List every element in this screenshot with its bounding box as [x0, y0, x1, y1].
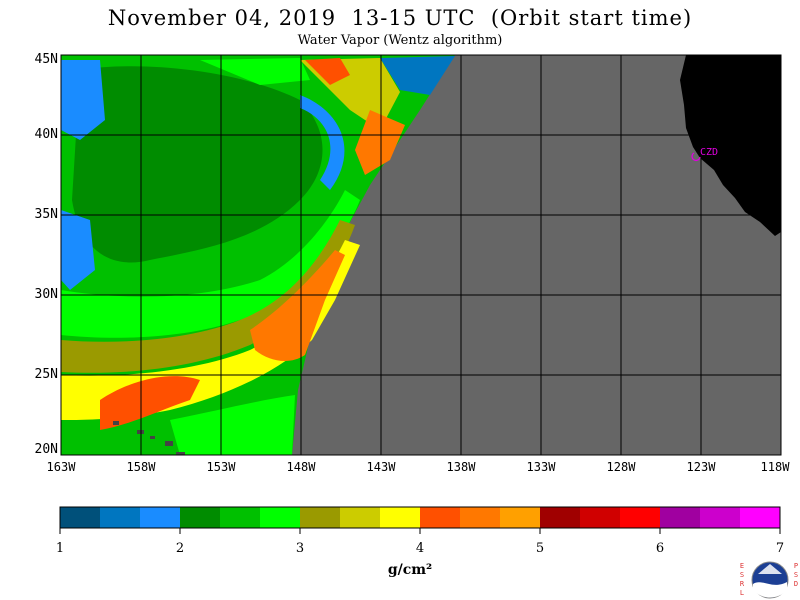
colorbar-tick-label: 2	[175, 541, 185, 556]
lon-label: 163W	[46, 460, 76, 474]
colorbar-cell	[540, 507, 581, 528]
map-subtitle: Water Vapor (Wentz algorithm)	[297, 33, 503, 48]
swath-orange	[250, 250, 345, 362]
lon-label: 118W	[760, 460, 790, 474]
station-marker	[691, 152, 701, 162]
colorbar-cell	[660, 507, 701, 528]
swath-blue-ne	[380, 56, 455, 95]
map-field	[61, 55, 781, 455]
colorbar-tick-label: 3	[295, 541, 305, 556]
lon-label: 128W	[606, 460, 636, 474]
colorbar	[60, 507, 781, 528]
swath-blue-arc	[300, 95, 345, 190]
swath-blue-w	[61, 210, 95, 290]
colorbar-cell	[260, 507, 301, 528]
lat-label: 30N	[34, 287, 58, 302]
map-title: November 04, 2019 13-15 UTC (Orbit start…	[107, 6, 693, 30]
noaa-emblem-icon	[751, 561, 789, 599]
colorbar-cell	[740, 507, 781, 528]
lon-label: 143W	[366, 460, 396, 474]
colorbar-tick-label: 1	[55, 541, 65, 556]
colorbar-cell	[300, 507, 341, 528]
colorbar-cell	[60, 507, 101, 528]
colorbar-cell	[220, 507, 261, 528]
colorbar-tick-label: 7	[775, 541, 785, 556]
colorbar-cell	[460, 507, 501, 528]
lat-label: 35N	[34, 207, 58, 222]
colorbar-cell	[100, 507, 141, 528]
swath-brightgreen	[61, 190, 360, 338]
lat-label: 45N	[34, 52, 58, 67]
colorbar-tick-marks	[59, 528, 781, 534]
colorbar-tick-label: 5	[535, 541, 545, 556]
map-frame	[60, 54, 782, 456]
lon-label: 148W	[286, 460, 316, 474]
colorbar-tick-label: 4	[415, 541, 425, 556]
colorbar-cell	[500, 507, 541, 528]
colorbar-cell	[140, 507, 181, 528]
colorbar-cell	[420, 507, 461, 528]
swath-orange-n	[305, 58, 350, 85]
swath-brightgreen-n	[200, 58, 310, 85]
lat-label: 20N	[34, 442, 58, 457]
swath-orange-sw	[100, 376, 200, 430]
lat-lon-grid	[61, 55, 781, 455]
lon-label: 133W	[526, 460, 556, 474]
swath-green-s	[170, 395, 295, 455]
colorbar-cell	[580, 507, 621, 528]
lat-label: 40N	[34, 127, 58, 142]
colorbar-tick-label: 6	[655, 541, 665, 556]
lon-label: 138W	[446, 460, 476, 474]
colorbar-cell	[620, 507, 661, 528]
colorbar-cell	[180, 507, 221, 528]
colorbar-unit: g/cm²	[387, 562, 433, 578]
station-label: CZD	[700, 147, 719, 158]
colorbar-cell	[380, 507, 421, 528]
lon-label: 158W	[126, 460, 156, 474]
swath-darkgreen	[72, 66, 323, 263]
lon-label: 153W	[206, 460, 236, 474]
lon-label: 123W	[686, 460, 716, 474]
swath-orange-ne	[355, 110, 405, 175]
california-land	[680, 55, 781, 236]
colorbar-cell	[340, 507, 381, 528]
swath-blue-nw	[61, 60, 105, 140]
lat-label: 25N	[34, 367, 58, 382]
colorbar-cell	[700, 507, 741, 528]
